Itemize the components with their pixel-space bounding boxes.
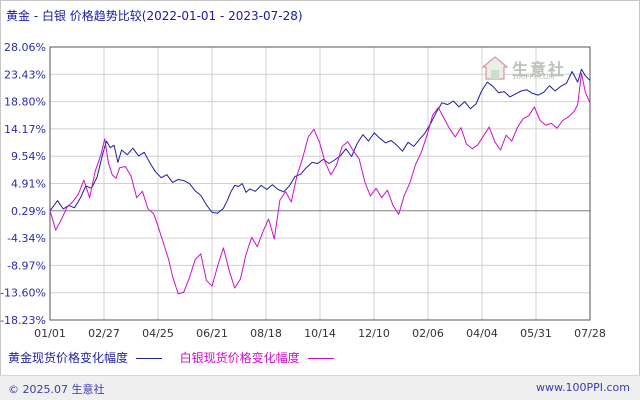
footer-bar: © 2025.07 生意社 www.100PPI.com xyxy=(0,375,640,400)
x-tick-label: 08/18 xyxy=(250,327,282,340)
x-tick-label: 10/14 xyxy=(304,327,336,340)
copyright-text: © 2025.07 生意社 xyxy=(8,383,105,396)
house-logo-icon xyxy=(482,56,508,80)
legend-label-gold: 黄金现货价格变化幅度 xyxy=(8,351,129,365)
y-tick-label: 4.91% xyxy=(11,178,46,191)
y-tick-label: -18.23% xyxy=(0,314,46,327)
x-tick-label: 06/21 xyxy=(196,327,228,340)
watermark-url: 100PPI.COM xyxy=(512,73,555,81)
y-tick-label: 18.80% xyxy=(4,96,46,109)
y-tick-label: 9.54% xyxy=(11,150,46,163)
y-tick-label: 28.06% xyxy=(4,41,46,54)
x-tick-label: 04/04 xyxy=(466,327,498,340)
y-tick-label: 23.43% xyxy=(4,68,46,81)
x-tick-label: 02/06 xyxy=(412,327,444,340)
series-line-silver xyxy=(49,72,591,295)
legend-item-gold: 黄金现货价格变化幅度 xyxy=(8,349,162,366)
y-tick-label: -4.34% xyxy=(7,232,46,245)
legend-swatch-silver xyxy=(307,358,334,359)
watermark-name: 生意社 xyxy=(512,60,567,79)
legend-item-silver: 白银现货价格变化幅度 xyxy=(180,349,334,366)
x-tick-label: 07/28 xyxy=(574,327,606,340)
chart-legend: 黄金现货价格变化幅度 白银现货价格变化幅度 xyxy=(8,349,348,366)
chart-title: 黄金 - 白银 价格趋势比较(2022-01-01 - 2023-07-28) xyxy=(6,9,303,23)
x-tick-label: 02/27 xyxy=(88,327,120,340)
x-tick-label: 05/31 xyxy=(520,327,552,340)
watermark-logo: 生意社 100PPI.COM xyxy=(482,56,602,82)
series-line-gold xyxy=(49,68,591,214)
y-tick-label: -8.97% xyxy=(7,259,46,272)
plot-border xyxy=(49,46,591,321)
legend-swatch-gold xyxy=(135,358,162,359)
x-tick-label: 04/25 xyxy=(142,327,174,340)
y-tick-label: 0.29% xyxy=(11,205,46,218)
y-tick-label: 14.17% xyxy=(4,123,46,136)
x-tick-label: 01/01 xyxy=(34,327,66,340)
site-url-link[interactable]: www.100PPI.com xyxy=(536,381,630,394)
y-tick-label: -13.60% xyxy=(0,287,46,300)
x-tick-label: 12/10 xyxy=(358,327,390,340)
legend-label-silver: 白银现货价格变化幅度 xyxy=(179,351,300,365)
